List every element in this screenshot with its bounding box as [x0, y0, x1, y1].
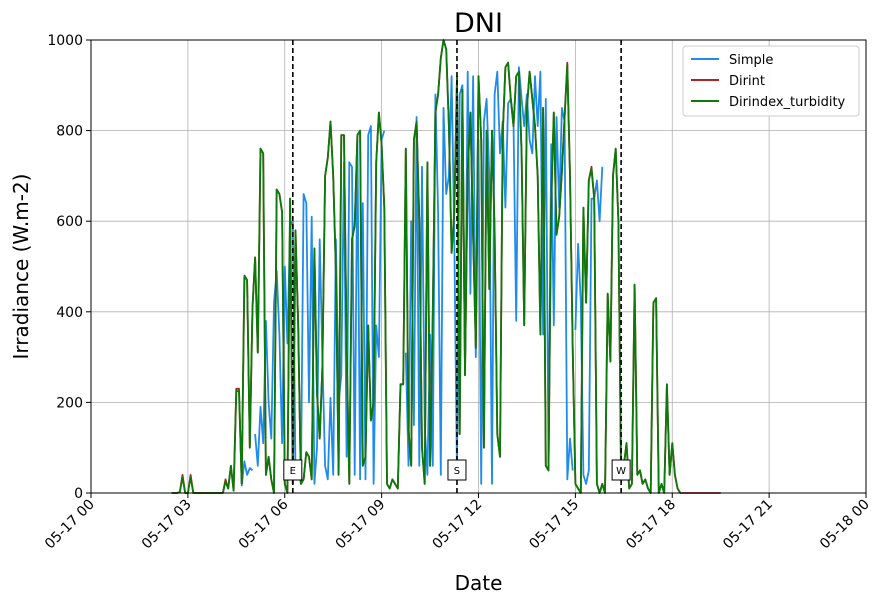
- y-tick-label: 800: [56, 124, 83, 140]
- y-tick-label: 400: [56, 305, 83, 321]
- legend-label: Dirindex_turbidity: [729, 95, 846, 110]
- legend-label: Dirint: [729, 74, 765, 89]
- y-tick-label: 0: [74, 486, 83, 502]
- legend: Simple Dirint Dirindex_turbidity: [682, 45, 860, 117]
- series-dirindex-turbidity: [171, 39, 682, 494]
- y-tick-label: 600: [56, 214, 83, 230]
- marker-label: S: [454, 466, 460, 477]
- legend-label: Simple: [729, 53, 773, 68]
- y-tick-label: 200: [56, 395, 83, 411]
- series-line-segment: [171, 39, 682, 494]
- series-lines: [171, 39, 721, 494]
- x-axis-title: Date: [455, 571, 503, 595]
- series-line-segment: [574, 166, 604, 485]
- series-line-segment: [240, 460, 254, 487]
- marker-label: W: [616, 466, 626, 477]
- marker-box: [611, 459, 631, 481]
- marker-box: [283, 459, 303, 481]
- series-line-segment: [404, 66, 574, 485]
- y-tick-label: 1000: [47, 33, 83, 49]
- legend-box: [682, 45, 860, 117]
- marker-box: [447, 459, 467, 481]
- chart-title: DNI: [454, 8, 503, 39]
- marker-label: E: [290, 466, 296, 477]
- y-axis-title: Irradiance (W.m-2): [9, 174, 33, 360]
